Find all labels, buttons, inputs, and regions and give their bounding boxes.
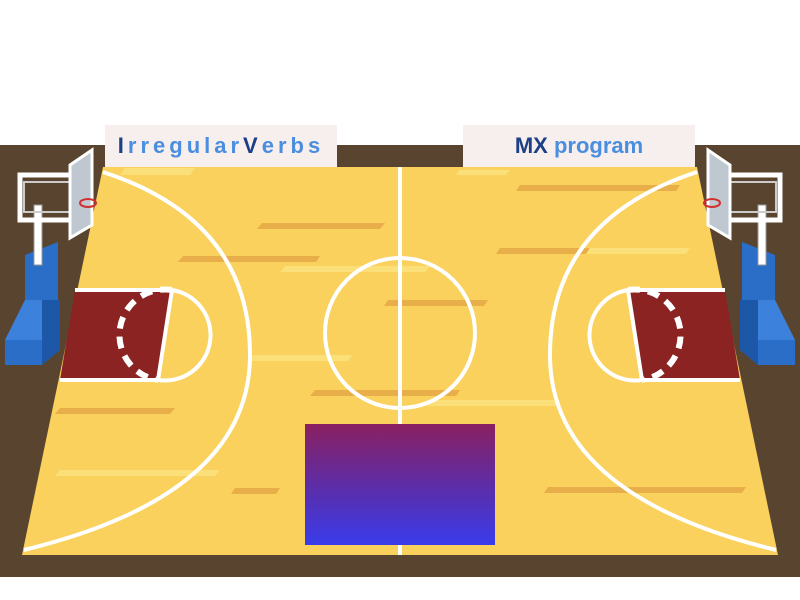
center-start-panel[interactable] [305,424,495,545]
title-right-word: program [553,133,644,158]
left-hoop-icon [79,198,97,208]
left-basket-stand [5,147,97,365]
title-right-brand: MX [514,133,548,158]
left-key [60,286,213,383]
title-mx-program: MX program [463,125,695,167]
title-left-word-2: erbs [261,133,325,158]
floor-stripes [55,168,746,494]
title-left-initial-2: V [243,133,262,158]
right-basket-stand [703,147,795,365]
right-key [587,286,740,383]
title-left-word-1: rregular [127,133,244,158]
right-hoop-icon [703,198,721,208]
title-left-initial-1: I [117,133,128,158]
